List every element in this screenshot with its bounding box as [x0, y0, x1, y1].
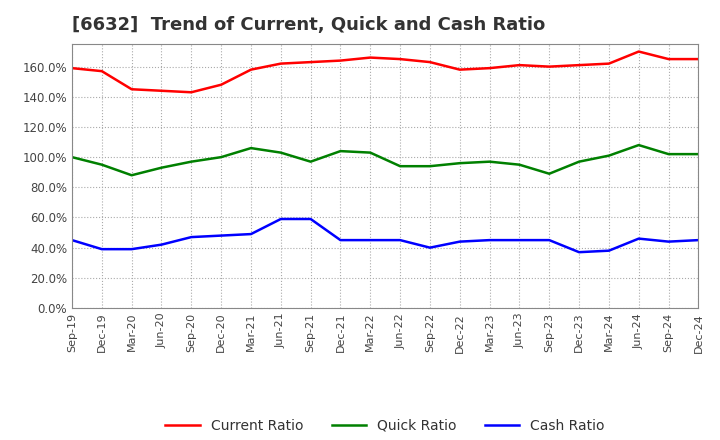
Quick Ratio	[694, 151, 703, 157]
Quick Ratio	[456, 161, 464, 166]
Current Ratio	[127, 87, 136, 92]
Current Ratio	[575, 62, 583, 68]
Legend: Current Ratio, Quick Ratio, Cash Ratio: Current Ratio, Quick Ratio, Cash Ratio	[160, 413, 611, 438]
Quick Ratio	[426, 164, 434, 169]
Quick Ratio	[336, 148, 345, 154]
Cash Ratio	[366, 238, 374, 243]
Current Ratio	[545, 64, 554, 69]
Current Ratio	[366, 55, 374, 60]
Current Ratio	[97, 69, 106, 74]
Quick Ratio	[306, 159, 315, 164]
Cash Ratio	[247, 231, 256, 237]
Quick Ratio	[605, 153, 613, 158]
Current Ratio	[276, 61, 285, 66]
Quick Ratio	[247, 146, 256, 151]
Current Ratio	[396, 56, 405, 62]
Cash Ratio	[426, 245, 434, 250]
Cash Ratio	[336, 238, 345, 243]
Quick Ratio	[127, 172, 136, 178]
Quick Ratio	[485, 159, 494, 164]
Cash Ratio	[187, 235, 196, 240]
Quick Ratio	[68, 154, 76, 160]
Cash Ratio	[485, 238, 494, 243]
Current Ratio	[68, 66, 76, 71]
Current Ratio	[426, 59, 434, 65]
Cash Ratio	[396, 238, 405, 243]
Current Ratio	[336, 58, 345, 63]
Current Ratio	[217, 82, 225, 88]
Cash Ratio	[127, 246, 136, 252]
Text: [6632]  Trend of Current, Quick and Cash Ratio: [6632] Trend of Current, Quick and Cash …	[72, 16, 545, 34]
Cash Ratio	[694, 238, 703, 243]
Current Ratio	[515, 62, 523, 68]
Cash Ratio	[68, 238, 76, 243]
Quick Ratio	[665, 151, 673, 157]
Quick Ratio	[575, 159, 583, 164]
Current Ratio	[665, 56, 673, 62]
Cash Ratio	[306, 216, 315, 222]
Current Ratio	[247, 67, 256, 72]
Quick Ratio	[97, 162, 106, 167]
Quick Ratio	[217, 154, 225, 160]
Quick Ratio	[396, 164, 405, 169]
Quick Ratio	[276, 150, 285, 155]
Line: Cash Ratio: Cash Ratio	[72, 219, 698, 252]
Current Ratio	[306, 59, 315, 65]
Cash Ratio	[97, 246, 106, 252]
Current Ratio	[456, 67, 464, 72]
Quick Ratio	[157, 165, 166, 170]
Cash Ratio	[217, 233, 225, 238]
Line: Quick Ratio: Quick Ratio	[72, 145, 698, 175]
Cash Ratio	[545, 238, 554, 243]
Quick Ratio	[515, 162, 523, 167]
Line: Current Ratio: Current Ratio	[72, 51, 698, 92]
Cash Ratio	[276, 216, 285, 222]
Quick Ratio	[634, 143, 643, 148]
Current Ratio	[157, 88, 166, 93]
Quick Ratio	[366, 150, 374, 155]
Cash Ratio	[605, 248, 613, 253]
Cash Ratio	[157, 242, 166, 247]
Cash Ratio	[575, 249, 583, 255]
Cash Ratio	[634, 236, 643, 241]
Quick Ratio	[187, 159, 196, 164]
Quick Ratio	[545, 171, 554, 176]
Current Ratio	[694, 56, 703, 62]
Cash Ratio	[456, 239, 464, 244]
Current Ratio	[634, 49, 643, 54]
Current Ratio	[187, 90, 196, 95]
Cash Ratio	[665, 239, 673, 244]
Current Ratio	[485, 66, 494, 71]
Current Ratio	[605, 61, 613, 66]
Cash Ratio	[515, 238, 523, 243]
